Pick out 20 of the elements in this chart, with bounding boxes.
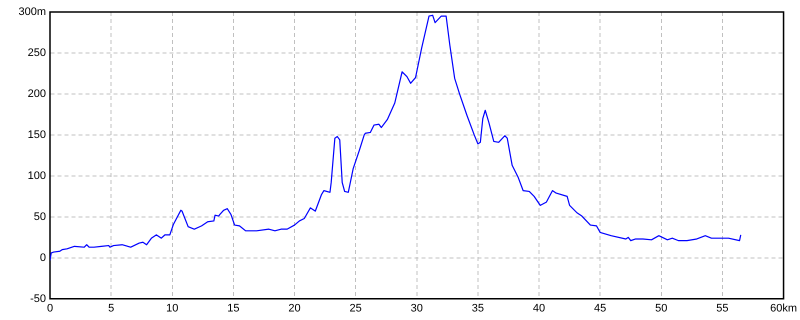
x-tick-label: 30 [410,302,423,314]
x-tick-label: 20 [288,302,301,314]
y-tick-label: 250 [28,47,46,60]
y-tick-label: 0 [40,252,46,264]
x-tick-label: 15 [227,302,240,314]
y-tick-label: 200 [28,88,46,100]
x-tick-label: 5 [108,302,114,314]
x-tick-label: 25 [350,302,362,314]
y-tick-label: 150 [28,128,46,141]
y-tick-label: 300m [18,6,46,18]
y-tick-label: 100 [28,170,46,182]
x-tick-label: 60km [770,302,798,314]
x-tick-label: 45 [594,302,606,314]
x-tick-label: 35 [472,302,484,314]
x-tick-label: 50 [655,302,668,314]
y-tick-label: -50 [30,292,46,305]
x-tick-label: 10 [166,302,178,314]
x-tick-label: 40 [532,302,546,314]
y-tick-label: 50 [34,210,46,223]
x-tick-label: 55 [716,302,729,314]
